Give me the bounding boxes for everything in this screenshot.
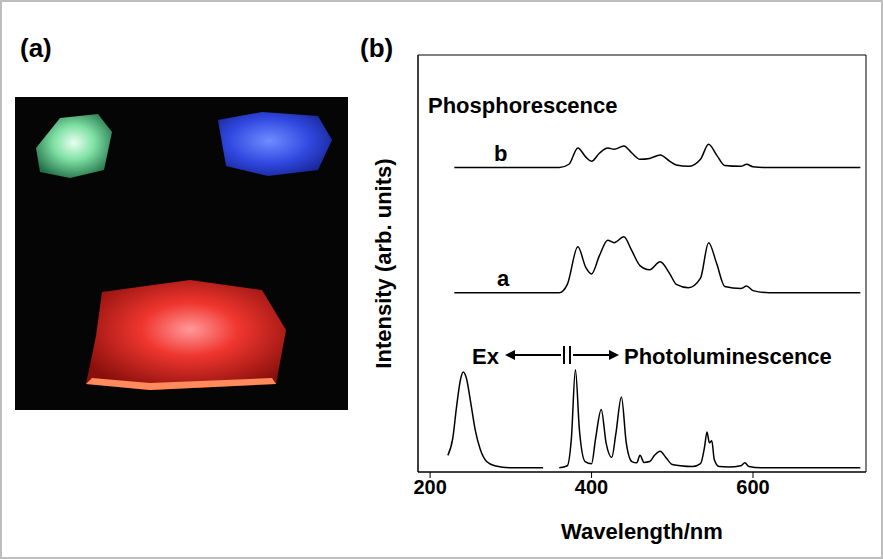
- html-text:(b): (b): [360, 33, 394, 63]
- html-text:Photoluminescence: Photoluminescence: [624, 344, 832, 369]
- svg-text:Wavelength/nm: Wavelength/nm: [561, 519, 723, 544]
- html-text:a: a: [497, 266, 510, 291]
- html-text:b: b: [494, 141, 508, 166]
- svg-text:400: 400: [575, 476, 608, 498]
- html-text:Phosphorescence: Phosphorescence: [428, 93, 618, 118]
- svg-text:600: 600: [736, 476, 769, 498]
- svg-text:Intensity (arb. units): Intensity (arb. units): [371, 158, 396, 368]
- html-text:Ex: Ex: [472, 344, 499, 369]
- html-text:(a): (a): [20, 33, 52, 63]
- svg-text:200: 200: [413, 476, 446, 498]
